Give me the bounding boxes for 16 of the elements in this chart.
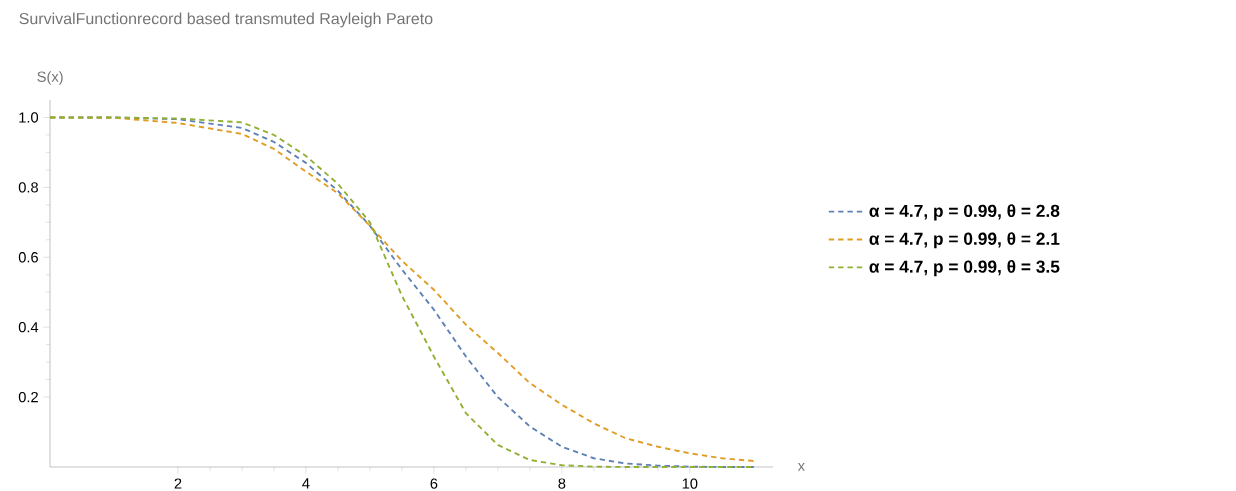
legend-label: α = 4.7, p = 0.99, θ = 2.1 (869, 232, 1060, 249)
y-tick-label: 0.4 (18, 322, 39, 333)
x-tick-label: 2 (174, 478, 182, 489)
y-tick-label: 0.6 (18, 252, 38, 263)
x-tick-label: 6 (430, 478, 438, 489)
y-tick-label: 1.0 (19, 112, 39, 123)
x-tick-label: 10 (682, 478, 698, 489)
y-axis-title: S(x) (37, 71, 63, 85)
y-tick-label: 0.2 (18, 391, 38, 403)
legend-label: α = 4.7, p = 0.99, θ = 2.8 (869, 204, 1060, 221)
y-tick-label: 0.8 (18, 182, 38, 193)
x-tick-label: 4 (302, 478, 310, 489)
x-tick-label: 8 (558, 478, 566, 489)
legend-label: α = 4.7, p = 0.99, θ = 3.5 (869, 260, 1060, 277)
chart-title: SurvivalFunctionrecord based transmuted Rayleigh Pareto (19, 12, 433, 28)
x-axis-title: x (797, 463, 805, 471)
